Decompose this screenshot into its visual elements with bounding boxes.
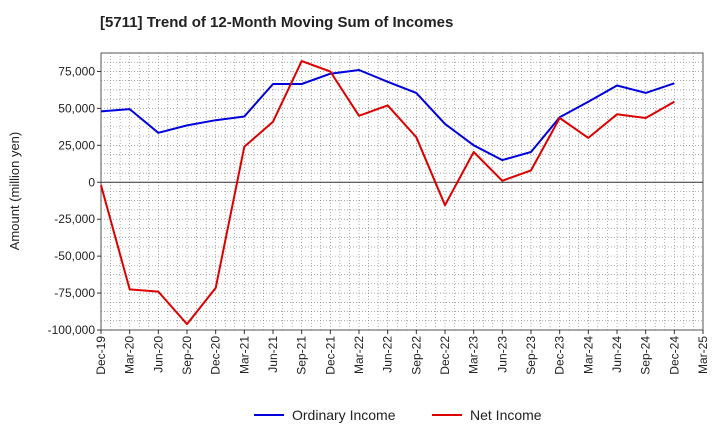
chart-title: [5711] Trend of 12-Month Moving Sum of I… — [100, 14, 454, 31]
x-tick-label: Dec-23 — [553, 336, 567, 375]
x-tick-label: Dec-22 — [438, 336, 452, 375]
y-tick-label: 75,000 — [58, 64, 95, 78]
y-tick-label: -100,000 — [48, 323, 96, 337]
x-tick-label: Dec-19 — [94, 336, 108, 375]
x-tick-label: Jun-22 — [381, 336, 395, 373]
x-tick-label: Jun-21 — [266, 336, 280, 373]
x-tick-label: Sep-24 — [639, 336, 653, 375]
x-tick-label: Mar-24 — [581, 336, 595, 374]
x-tick-label: Mar-20 — [123, 336, 137, 374]
x-tick-label: Mar-23 — [467, 336, 481, 374]
x-tick-label: Dec-20 — [209, 336, 223, 375]
ordinary-income-line — [100, 69, 675, 162]
legend: Ordinary Income Net Income — [254, 407, 542, 423]
x-tick-label: Jun-23 — [495, 336, 509, 373]
x-tick-label: Dec-21 — [323, 336, 337, 375]
ordinary-income-legend-label: Ordinary Income — [292, 407, 396, 423]
x-tick-label: Mar-22 — [352, 336, 366, 374]
y-tick-label: -50,000 — [54, 249, 95, 263]
x-tick-label: Jun-24 — [610, 336, 624, 373]
grid-lines — [101, 53, 703, 330]
x-tick-label: Jun-20 — [151, 336, 165, 373]
x-tick-label: Mar-25 — [696, 336, 710, 374]
y-tick-label: -75,000 — [54, 286, 95, 300]
y-tick-label: 25,000 — [58, 138, 95, 152]
x-tick-label: Sep-22 — [409, 336, 423, 375]
y-tick-label: 50,000 — [58, 101, 95, 115]
x-axis-ticks: Dec-19 Mar-20 Jun-20 Sep-20 Dec-20 Mar-21 Jun-… — [94, 330, 710, 375]
x-tick-label: Sep-23 — [524, 336, 538, 375]
x-tick-label: Dec-24 — [667, 336, 681, 375]
y-tick-label: 0 — [88, 175, 95, 189]
x-tick-label: Sep-21 — [295, 336, 309, 375]
x-tick-label: Sep-20 — [180, 336, 194, 375]
y-tick-label: -25,000 — [54, 212, 95, 226]
series-lines — [100, 60, 675, 326]
net-income-legend-label: Net Income — [470, 407, 542, 423]
x-tick-label: Mar-21 — [237, 336, 251, 374]
y-axis-ticks: 75,000 50,000 25,000 0 -25,000 -50,000 -75,000… — [48, 64, 101, 337]
y-axis-title: Amount (million yen) — [7, 132, 22, 251]
net-income-line — [100, 60, 675, 326]
